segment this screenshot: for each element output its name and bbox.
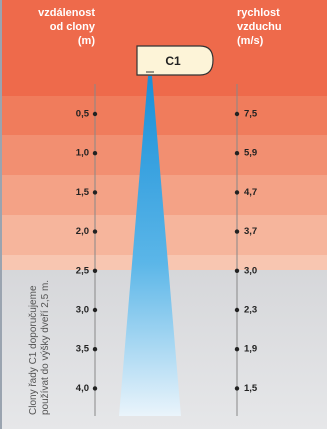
dot [93, 151, 97, 155]
header: vzdálenost [38, 7, 95, 19]
dot [235, 229, 239, 233]
device-label: C1 [165, 54, 181, 68]
dot [235, 347, 239, 351]
speed: 3,0 [244, 265, 257, 276]
dot [93, 112, 97, 116]
dot [235, 308, 239, 312]
distance: 1,0 [76, 148, 89, 159]
dot [235, 269, 239, 273]
distance: 3,0 [76, 305, 89, 316]
speed: 7,5 [244, 109, 258, 120]
dot [235, 386, 239, 390]
distance: 1,5 [76, 187, 90, 198]
speed: 5,9 [244, 148, 257, 159]
distance: 2,5 [76, 265, 90, 276]
speed: 1,5 [244, 383, 258, 394]
header: (m) [78, 35, 95, 47]
header: rychlost [237, 7, 280, 19]
dot [93, 308, 97, 312]
distance: 2,0 [76, 226, 89, 237]
speed: 1,9 [244, 344, 257, 355]
note-line: Clony řady C1 doporučujeme [28, 285, 39, 415]
band [0, 175, 327, 215]
distance: 4,0 [76, 383, 89, 394]
note-line: používat do výšky dveří 2,5 m. [40, 280, 51, 415]
note: Clony řady C1 doporučujeme používat do v… [28, 280, 51, 415]
header: (m/s) [237, 35, 264, 47]
band [0, 96, 327, 135]
dot [235, 112, 239, 116]
diagram: C1 vzdálenost od clony (m) rychlost vzdu… [0, 0, 327, 429]
band [0, 135, 327, 175]
dot [235, 190, 239, 194]
header: od clony [50, 21, 96, 33]
edge [0, 0, 2, 429]
speed: 3,7 [244, 226, 257, 237]
header: vzduchu [237, 21, 282, 33]
distance: 0,5 [76, 109, 90, 120]
distance: 3,5 [76, 344, 90, 355]
speed: 2,3 [244, 305, 257, 316]
dot [93, 190, 97, 194]
dot [93, 229, 97, 233]
dot [93, 347, 97, 351]
dot [93, 386, 97, 390]
dot [235, 151, 239, 155]
speed: 4,7 [244, 187, 257, 198]
dot [93, 269, 97, 273]
